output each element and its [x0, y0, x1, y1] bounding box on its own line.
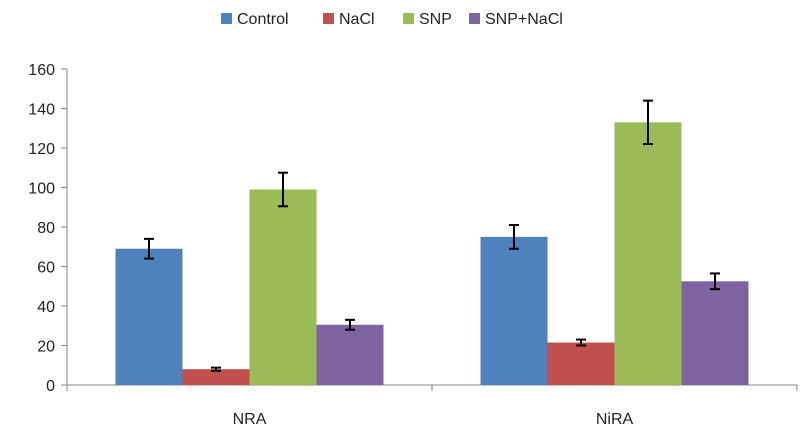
bar [480, 236, 548, 385]
bar [547, 342, 615, 385]
x-tick-label: NRA [233, 411, 267, 428]
bar [614, 122, 682, 385]
y-tick-label: 100 [28, 181, 55, 198]
bar [249, 189, 317, 385]
bar [681, 281, 749, 385]
y-tick-label: 20 [37, 339, 55, 356]
error-bars [144, 99, 720, 372]
y-tick-label: 40 [37, 299, 55, 316]
x-tick-label: NiRA [596, 411, 634, 428]
legend-swatch [221, 13, 232, 24]
x-axis: NRA NiRA [66, 384, 798, 428]
bar [316, 324, 384, 385]
legend-swatch [469, 13, 480, 24]
legend-swatch [403, 13, 414, 24]
y-tick-label: 0 [46, 378, 55, 395]
legend: Control NaCl SNP SNP+NaCl [221, 11, 563, 28]
legend-label: Control [237, 11, 289, 28]
legend-swatch [323, 13, 334, 24]
legend-label: SNP+NaCl [485, 11, 563, 28]
bars [115, 122, 749, 385]
legend-label: NaCl [339, 11, 375, 28]
y-tick-label: 160 [28, 62, 55, 79]
bar [115, 248, 183, 385]
y-tick-label: 140 [28, 102, 55, 119]
bar [182, 369, 250, 385]
y-tick-label: 120 [28, 141, 55, 158]
legend-label: SNP [419, 11, 452, 28]
y-tick-label: 80 [37, 220, 55, 237]
y-axis: 0 20 40 60 80 100 120 140 160 [28, 62, 68, 395]
y-tick-label: 60 [37, 260, 55, 277]
